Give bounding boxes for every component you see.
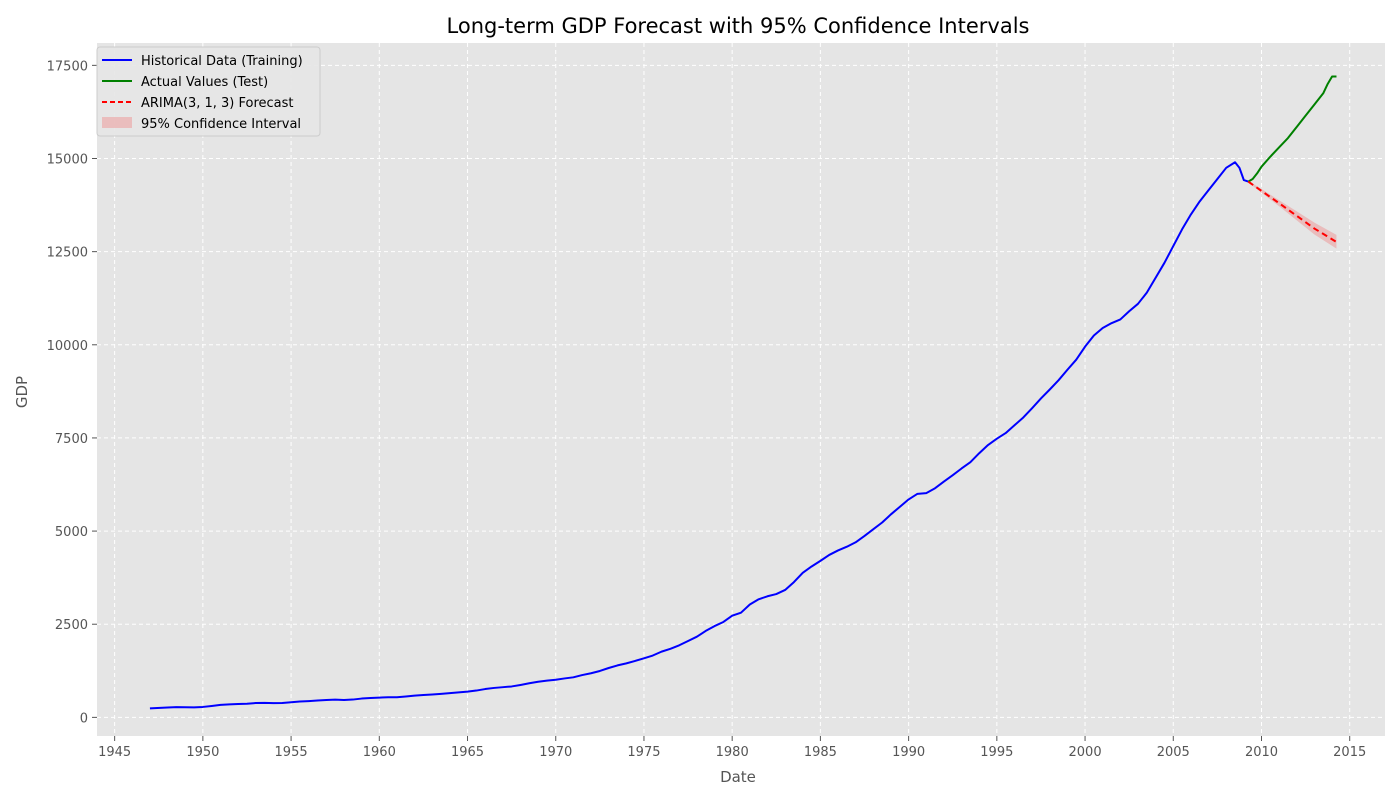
axis-ticks: 1945 1950 1955 1960 1965 1970 1975 1980 1985 1990… [47,59,1367,760]
y-tick-label: 12500 [47,246,88,261]
x-tick-label: 1980 [716,745,749,760]
legend-label-actual: Actual Values (Test) [141,75,268,90]
x-tick-label: 1965 [451,745,484,760]
y-tick-label: 15000 [47,153,88,168]
x-tick-label: 1975 [627,745,660,760]
y-tick-label: 2500 [55,618,88,633]
x-axis-label: Date [720,768,756,786]
x-tick-label: 1990 [892,745,925,760]
historical-series-line [149,161,1249,710]
legend: Historical Data (Training) Actual Values… [96,46,321,137]
legend-label-forecast: ARIMA(3, 1, 3) Forecast [141,96,294,111]
legend-box [96,46,321,137]
y-axis-label: GDP [13,376,31,408]
confidence-interval-band [1248,180,1337,249]
legend-label-ci: 95% Confidence Interval [141,117,301,132]
series-layer [149,75,1337,710]
y-tick-label: 17500 [47,59,88,74]
x-tick-label: 1970 [539,745,572,760]
legend-label-historical: Historical Data (Training) [141,54,303,69]
chart-title: Long-term GDP Forecast with 95% Confiden… [447,14,1030,38]
actual-series-line [1247,75,1337,183]
grid [97,43,1385,736]
legend-swatch-ci [102,117,132,128]
x-tick-label: 2000 [1069,745,1102,760]
y-tick-label: 5000 [55,525,88,540]
x-tick-label: 2005 [1157,745,1190,760]
x-tick-label: 2010 [1245,745,1278,760]
x-tick-label: 2015 [1333,745,1366,760]
x-tick-label: 1955 [275,745,308,760]
y-tick-label: 0 [80,711,88,726]
confidence-band-layer [1248,180,1337,249]
plot-background [97,43,1385,736]
y-tick-label: 10000 [47,339,88,354]
x-tick-label: 1960 [363,745,396,760]
x-tick-label: 1950 [186,745,219,760]
y-tick-label: 7500 [55,432,88,447]
x-tick-label: 1945 [98,745,131,760]
x-tick-label: 1995 [980,745,1013,760]
x-tick-label: 1985 [804,745,837,760]
forecast-series-line [1247,180,1337,243]
